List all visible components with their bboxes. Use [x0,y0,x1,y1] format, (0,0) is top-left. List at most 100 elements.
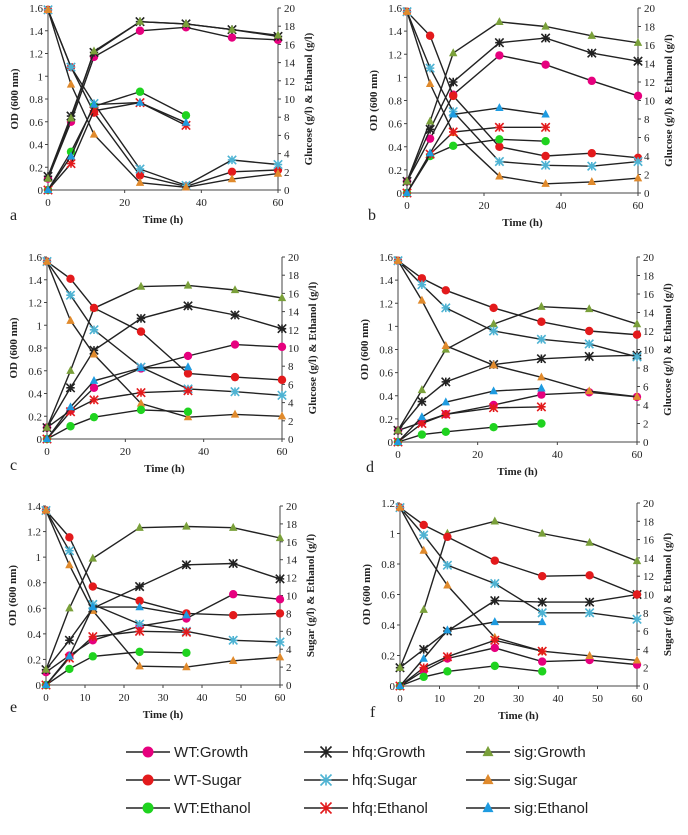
left-axis-title: OD (600 nm) [7,565,19,626]
legend-swatch-marker [319,745,333,759]
data-point [275,595,285,604]
right-tick-label: 10 [288,343,300,355]
right-tick-label: 2 [288,416,294,428]
right-tick-label: 16 [644,40,656,52]
legend: WT:Growth hfq:Growth sig:Growth WT-Sugar hfq… [126,744,588,817]
left-tick-label: 0.4 [27,629,41,641]
legend-swatch-marker [142,746,154,758]
left-tick-label: 0.8 [381,559,395,571]
chart-panel-f: 0 0.2 0.4 0.6 0.8 1 1.2 0 2 4 6 8 10 12 14 16 18 20 0 10 20 3… [361,498,674,722]
data-point [587,76,596,86]
left-tick-label: 0.6 [28,366,42,378]
right-tick-label: 12 [288,325,299,337]
legend-label: sig:Ethanol [514,800,588,817]
data-point [66,422,75,431]
data-point [488,326,499,336]
data-point [42,434,52,443]
right-tick-label: 4 [643,400,649,412]
right-tick-label: 6 [286,626,292,638]
data-point [182,610,191,619]
data-point [275,652,285,661]
series-sig-growth [42,280,287,431]
data-point [633,156,643,167]
left-tick-label: 0 [388,437,394,449]
left-tick-label: 0 [390,681,396,693]
right-axis-title: Glucose (g/l) & Ethanol (g/l) [307,281,319,414]
data-point [425,124,435,135]
series-line [397,260,638,358]
data-point [443,625,452,634]
left-tick-label: 0.8 [28,343,42,355]
data-point [136,398,146,407]
data-point [277,390,287,401]
left-tick-label: 0.4 [381,620,395,632]
left-tick-label: 1.2 [381,498,395,510]
data-point [585,537,594,546]
left-tick-label: 0 [397,188,403,200]
legend-label: WT:Ethanol [174,800,251,817]
series-line [45,510,281,616]
data-point [425,31,435,40]
data-point [402,6,412,15]
right-axis-title: Glucose (g/l) & Ethanol (g/l) [662,283,674,416]
data-point [495,103,504,112]
series-line [399,647,638,687]
data-point [536,334,547,345]
right-tick-label: 8 [288,361,294,373]
legend-swatch-marker [319,773,333,787]
data-point [181,560,192,570]
left-tick-label: 0.2 [29,162,43,174]
data-point [633,91,643,101]
panel-label: f [370,704,376,721]
left-tick-label: 0.2 [379,414,393,426]
data-point [66,79,76,88]
x-tick-label: 0 [397,693,403,705]
series-line [406,21,639,182]
right-tick-label: 0 [286,680,292,692]
data-point [425,134,435,143]
data-point [540,33,551,43]
right-tick-label: 10 [644,96,656,108]
left-tick-label: 1.4 [379,275,393,287]
x-tick-label: 20 [474,693,486,705]
x-axis-title: Time (h) [497,466,538,478]
right-tick-label: 20 [643,498,655,510]
data-point [227,24,237,33]
data-point [632,614,642,624]
data-point [181,117,191,126]
data-point [134,626,145,637]
right-tick-label: 20 [286,501,298,513]
series-hfq-ethanol [395,635,547,691]
right-tick-label: 4 [644,151,650,163]
data-point [277,342,287,352]
chart-panel-e: 0 0.2 0.4 0.6 0.8 1 1.2 1.4 0 2 4 6 8 10 12 14 16 18 20 0 10… [7,501,317,721]
data-point [402,176,412,185]
data-point [89,412,99,422]
data-point [494,37,505,48]
series-hfq-sugar [402,6,643,171]
data-point [227,174,237,183]
right-tick-label: 14 [284,58,296,70]
data-point [183,412,193,421]
left-tick-label: 1.4 [28,275,42,287]
panel-label: c [10,457,17,474]
legend-label: sig:Growth [514,744,586,761]
data-point [64,545,75,556]
series-sig-ethanol [402,103,550,197]
data-point [65,664,74,674]
data-point [183,386,193,396]
x-tick-label: 0 [43,692,49,704]
right-axis-title: Sugar (g/l) & Ethanol (g/l) [305,534,317,658]
left-tick-label: 1.4 [29,26,43,38]
right-tick-label: 16 [286,537,298,549]
data-point [417,385,427,394]
data-point [88,582,98,591]
data-point [495,171,504,180]
data-point [633,173,643,182]
data-point [417,274,427,283]
data-point [230,386,240,397]
data-point [65,560,74,569]
right-tick-label: 2 [644,170,650,182]
data-point [136,327,146,336]
data-point [66,365,75,374]
